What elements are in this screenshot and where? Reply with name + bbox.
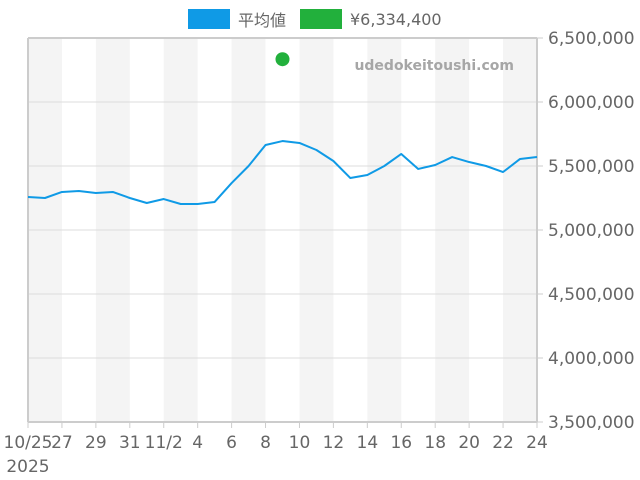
x-tick-label: 31: [119, 433, 141, 453]
x-tick-label: 18: [424, 433, 446, 453]
watermark: udedokeitoushi.com: [354, 58, 514, 74]
x-tick-label: 4: [192, 433, 203, 453]
x-tick-year-label: 2025: [6, 457, 49, 477]
y-tick-label: 6,000,000: [548, 93, 635, 113]
x-tick-label: 10/25: [4, 433, 53, 453]
legend: 平均値 ¥6,334,400: [0, 7, 640, 31]
legend-item-average[interactable]: 平均値: [188, 7, 286, 31]
y-tick-label: 5,000,000: [548, 221, 635, 241]
legend-label-price: ¥6,334,400: [350, 9, 442, 29]
y-tick-label: 5,500,000: [548, 157, 635, 177]
x-tick-label: 20: [458, 433, 480, 453]
current-price-dot[interactable]: [275, 52, 290, 67]
legend-label-average: 平均値: [238, 11, 287, 30]
x-tick-label: 16: [390, 433, 412, 453]
x-tick-label: 8: [260, 433, 271, 453]
y-tick-label: 6,500,000: [548, 29, 635, 49]
y-tick-label: 3,500,000: [548, 413, 635, 433]
x-tick-label: 24: [526, 433, 548, 453]
legend-item-price[interactable]: ¥6,334,400: [300, 7, 442, 31]
x-tick-label: 11/2: [145, 433, 183, 453]
x-tick-label: 12: [323, 433, 345, 453]
y-tick-label: 4,000,000: [548, 349, 635, 369]
x-tick-label: 6: [226, 433, 237, 453]
y-tick-label: 4,500,000: [548, 285, 635, 305]
x-tick-label: 10: [289, 433, 311, 453]
x-tick-label: 27: [51, 433, 73, 453]
current-price-dots: [275, 52, 290, 67]
x-tick-label: 14: [357, 433, 379, 453]
average-price-line: [27, 140, 538, 206]
legend-swatch-green: [300, 9, 342, 29]
x-tick-label: 22: [492, 433, 514, 453]
legend-swatch-blue: [188, 9, 230, 29]
y-axis-ticks: 6,500,000 6,000,000 5,500,000 5,000,000 4,50…: [537, 29, 635, 433]
x-tick-label: 29: [85, 433, 107, 453]
